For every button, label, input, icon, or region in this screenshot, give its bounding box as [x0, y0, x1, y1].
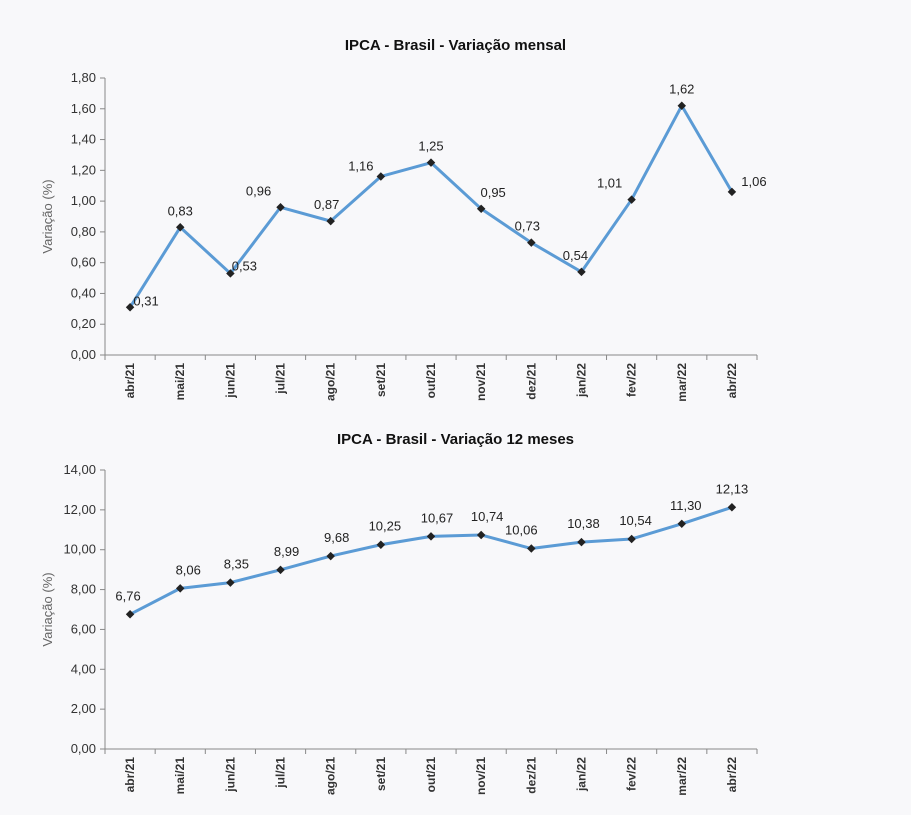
data-label: 1,06	[741, 174, 766, 189]
y-tick-label: 1,00	[71, 193, 96, 208]
data-point	[426, 158, 436, 167]
x-tick-label: abr/21	[123, 757, 137, 793]
chart-12-months: 0,00 2,00 4,00 6,00 8,00 10,00 12,00 14,00 abr/2…	[40, 462, 758, 796]
x-tick-label: dez/21	[524, 363, 538, 400]
data-point	[677, 519, 687, 529]
data-label: 0,95	[480, 185, 505, 200]
data-label: 1,62	[669, 82, 694, 97]
data-point	[276, 565, 285, 575]
x-tick-label: fev/22	[625, 757, 639, 791]
data-point	[376, 172, 386, 181]
data-label: 10,67	[421, 510, 454, 525]
data-point	[276, 203, 285, 212]
x-tick-label: dez/21	[524, 757, 538, 794]
data-label: 11,30	[670, 498, 702, 513]
x-tick-label: abr/21	[123, 363, 137, 399]
x-tick-label: abr/22	[725, 757, 739, 793]
x-tick-label: set/21	[374, 363, 388, 397]
data-point	[326, 216, 335, 226]
data-point	[226, 269, 235, 278]
data-point	[226, 578, 235, 587]
data-label: 10,74	[471, 509, 504, 524]
x-tick-label: fev/22	[625, 363, 639, 397]
y-tick-label: 14,00	[63, 462, 96, 477]
x-tick-label: jan/22	[574, 363, 588, 398]
y-axis-label: Variação (%)	[40, 572, 55, 646]
data-point	[727, 503, 737, 512]
data-label: 10,54	[619, 513, 652, 528]
chart-title-monthly: IPCA - Brasil - Variação mensal	[344, 37, 567, 54]
y-tick-label: 0,00	[71, 741, 96, 756]
data-point	[326, 551, 335, 561]
data-label: 1,01	[597, 176, 622, 191]
data-point	[376, 540, 386, 549]
data-label: 8,06	[176, 562, 201, 577]
data-label: 0,83	[168, 203, 193, 218]
y-tick-label: 0,60	[71, 255, 96, 270]
data-label: 1,25	[418, 139, 443, 154]
chart-monthly: 0,00 0,20 0,40 0,60 0,80 1,00 1,20 1,40 1,60 1,80…	[40, 70, 767, 402]
data-point	[527, 544, 536, 553]
data-label: 0,96	[246, 183, 271, 198]
data-label: 9,68	[324, 530, 349, 545]
y-tick-label: 10,00	[63, 542, 96, 557]
y-tick-label: 1,80	[71, 70, 96, 85]
y-tick-label: 6,00	[71, 621, 96, 636]
data-point	[577, 267, 586, 277]
data-point	[175, 584, 185, 593]
data-label: 0,54	[563, 248, 588, 263]
y-tick-label: 1,60	[71, 101, 96, 116]
x-tick-label: jun/21	[223, 363, 237, 399]
y-tick-label: 1,20	[71, 162, 96, 177]
x-tick-label: jan/22	[574, 757, 588, 792]
x-tick-label: nov/21	[474, 757, 488, 795]
chart-title-12-months: IPCA - Brasil - Variação 12 meses	[336, 431, 575, 448]
y-tick-label: 1,40	[71, 132, 96, 147]
y-tick-label: 4,00	[71, 661, 96, 676]
y-tick-label: 2,00	[71, 701, 96, 716]
data-label: 0,87	[314, 197, 339, 212]
y-tick-label: 12,00	[63, 502, 96, 517]
y-tick-label: 8,00	[71, 582, 96, 597]
y-tick-label: 0,20	[71, 316, 96, 331]
data-label: 10,06	[505, 523, 538, 538]
data-label: 0,31	[133, 293, 158, 308]
x-tick-label: mai/21	[173, 363, 187, 401]
y-tick-label: 0,80	[71, 224, 96, 239]
data-point	[426, 532, 436, 541]
data-label: 10,38	[567, 516, 600, 531]
data-point	[627, 534, 636, 544]
x-tick-label: out/21	[424, 757, 438, 793]
x-tick-label: set/21	[374, 757, 388, 791]
y-axis-label: Variação (%)	[40, 179, 55, 253]
data-label: 1,16	[348, 158, 373, 173]
x-tick-label: mar/22	[675, 757, 689, 796]
x-tick-label: jul/21	[274, 363, 288, 395]
x-tick-label: nov/21	[474, 363, 488, 401]
data-label: 12,13	[716, 481, 749, 496]
x-tick-label: mar/22	[675, 363, 689, 402]
x-tick-label: ago/21	[324, 363, 338, 401]
series-line	[128, 104, 734, 309]
data-label: 8,99	[274, 544, 299, 559]
data-point	[125, 610, 135, 619]
x-tick-label: jun/21	[223, 757, 237, 793]
x-tick-label: ago/21	[324, 757, 338, 795]
data-label: 0,53	[232, 258, 257, 273]
y-tick-label: 0,00	[71, 347, 96, 362]
data-label: 8,35	[224, 557, 249, 572]
data-point	[175, 223, 185, 232]
x-tick-label: abr/22	[725, 363, 739, 399]
data-point	[125, 303, 135, 312]
data-point	[476, 530, 486, 540]
data-label: 6,76	[115, 588, 140, 603]
data-point	[476, 204, 486, 214]
data-label: 10,25	[369, 519, 402, 534]
x-tick-label: out/21	[424, 363, 438, 399]
x-tick-label: jul/21	[274, 757, 288, 789]
x-tick-label: mai/21	[173, 757, 187, 795]
y-tick-label: 0,40	[71, 285, 96, 300]
data-point	[577, 537, 586, 547]
data-label: 0,73	[515, 219, 540, 234]
